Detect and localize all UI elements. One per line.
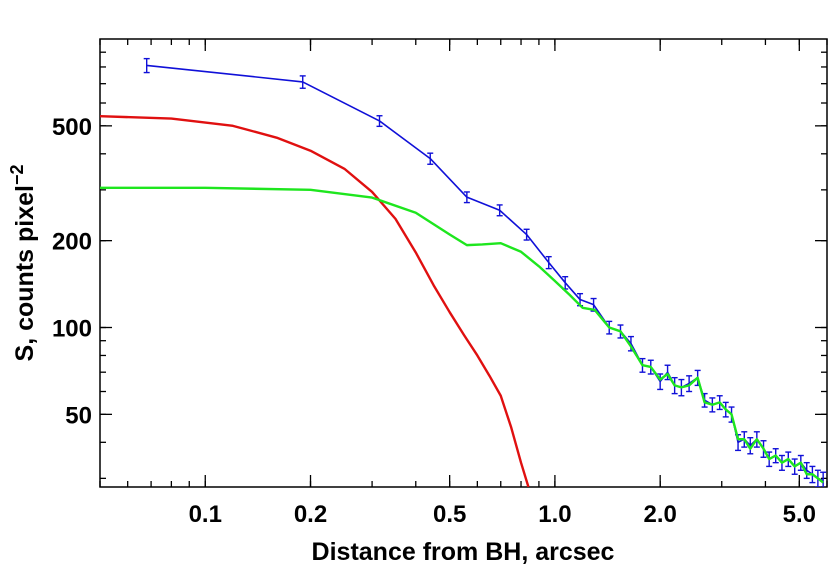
series-2 [100, 115, 530, 487]
x-tick-label: 5.0 [783, 501, 816, 528]
series-1 [100, 186, 824, 484]
x-axis-label: Distance from BH, arcsec [312, 538, 615, 566]
series-layer [100, 57, 827, 487]
series-line-0 [146, 64, 824, 482]
series-line-2 [100, 115, 530, 487]
series-line-1 [100, 186, 824, 484]
x-tick-label: 2.0 [643, 501, 676, 528]
tick-labels: 0.1 0.2 0.5 1.0 2.0 5.0 50 100 200 500 [52, 114, 816, 528]
y-axis-label-sup: −2 [7, 165, 27, 186]
x-tick-label: 0.5 [433, 501, 466, 528]
y-tick-label: 500 [52, 114, 92, 141]
y-tick-label: 200 [52, 229, 92, 256]
y-axis-label-main: S, counts pixel [11, 185, 39, 361]
y-axis-label: S, counts pixel−2 [7, 165, 39, 362]
y-tick-label: 100 [52, 316, 92, 343]
series-0 [143, 57, 827, 487]
plot-frame [99, 38, 828, 488]
x-tick-label: 0.1 [189, 501, 222, 528]
y-tick-label: 50 [65, 402, 92, 429]
x-tick-label: 1.0 [538, 501, 571, 528]
x-tick-label: 0.2 [294, 501, 327, 528]
axis-ticks [99, 39, 828, 487]
